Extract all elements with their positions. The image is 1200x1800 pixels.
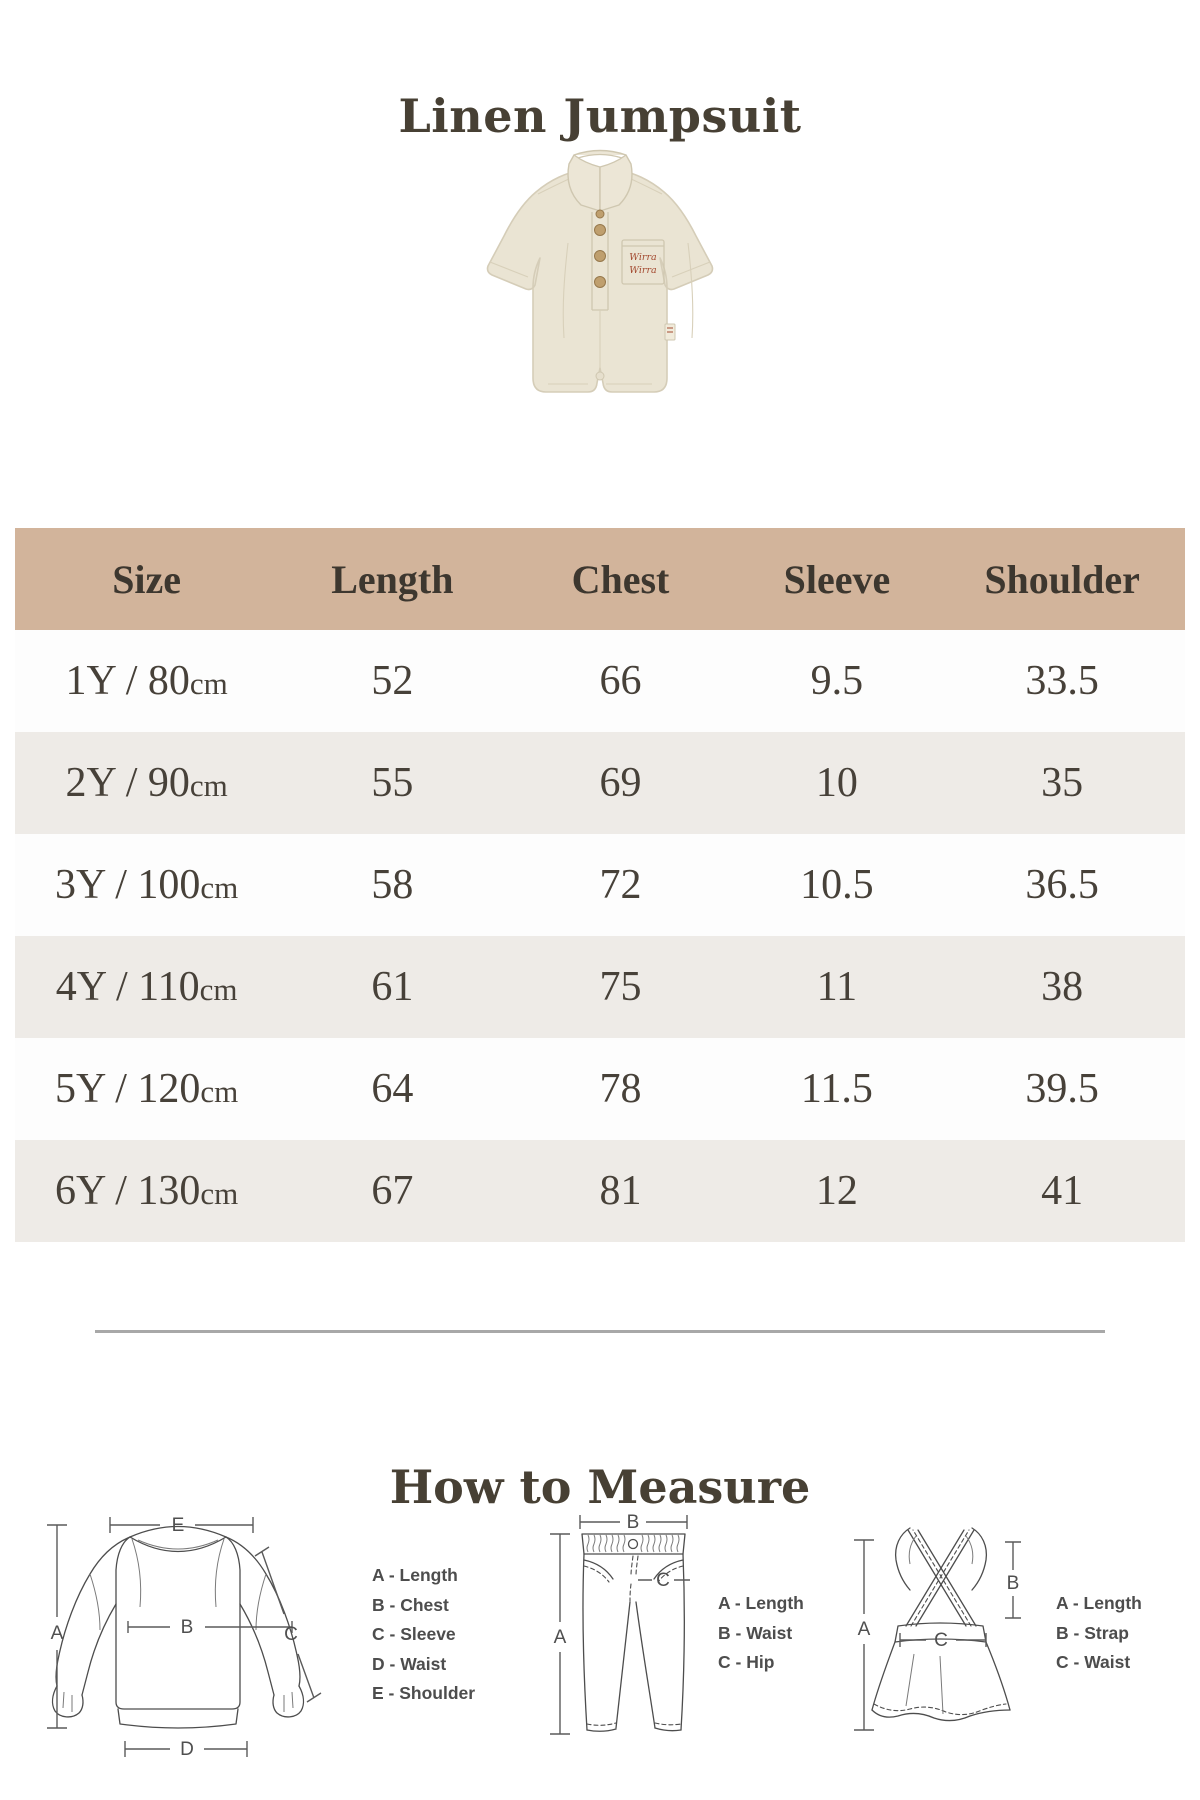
skirt-dress-diagram: A B C	[848, 1514, 1033, 1744]
chest-cell: 78	[599, 1066, 642, 1112]
column-header-length: Length	[331, 556, 454, 602]
mark-sleeve: C	[284, 1624, 298, 1645]
table-row: 2Y / 90cm 55 69 10 35	[15, 732, 1185, 834]
mark-shoulder: E	[172, 1515, 185, 1536]
legend-item: E - Shoulder	[372, 1683, 476, 1703]
button	[594, 250, 606, 262]
size-cell: 3Y / 100cm	[54, 862, 239, 908]
chest-cell: 72	[599, 862, 642, 908]
how-to-measure-title: How to Measure	[389, 1460, 811, 1515]
table-row: 4Y / 110cm 61 75 11 38	[15, 936, 1185, 1038]
button	[594, 224, 606, 236]
brand-embroidery-line2: Wirra	[629, 265, 657, 276]
table-row: 3Y / 100cm 58 72 10.5 36.5	[15, 834, 1185, 936]
legend-item: C - Waist	[1056, 1652, 1131, 1672]
skirt-legend: A - Length B - Strap C - Waist	[1056, 1589, 1142, 1678]
column-header-size: Size	[112, 556, 182, 602]
legend-item: B - Strap	[1056, 1622, 1129, 1643]
legend-item: A - Length	[1056, 1593, 1142, 1613]
legend-item: C - Hip	[718, 1652, 775, 1672]
size-cell: 4Y / 110cm	[55, 964, 238, 1010]
size-table-header: Size Length Chest Sleeve Shoulder	[15, 528, 1185, 630]
size-cell: 6Y / 130cm	[54, 1168, 239, 1214]
chest-pocket	[621, 239, 665, 285]
table-row: 5Y / 120cm 64 78 11.5 39.5	[15, 1038, 1185, 1140]
shoulder-cell: 39.5	[1025, 1066, 1099, 1112]
chest-cell: 75	[599, 964, 642, 1010]
chest-cell: 81	[599, 1168, 642, 1214]
shoulder-cell: 41	[1041, 1168, 1084, 1214]
size-cell: 2Y / 90cm	[65, 760, 228, 806]
product-photo-jumpsuit: Wirra Wirra	[470, 148, 730, 408]
legend-item: C - Sleeve	[372, 1624, 456, 1644]
side-tag-print	[667, 327, 673, 333]
mark-waist: D	[180, 1739, 194, 1760]
chest-cell: 69	[599, 760, 642, 806]
column-header-chest: Chest	[571, 556, 670, 602]
page-title: Linen Jumpsuit	[398, 88, 802, 143]
button	[595, 209, 605, 219]
sleeve-cell: 10.5	[800, 862, 874, 908]
legend-item: D - Waist	[372, 1653, 447, 1674]
sweatshirt-legend: A - Length B - Chest C - Sleeve D - Wais…	[372, 1561, 475, 1709]
shoulder-cell: 38	[1041, 964, 1084, 1010]
jumpsuit-illustration: Wirra Wirra	[486, 149, 714, 393]
sleeve-cell: 10	[815, 760, 858, 806]
table-row: 6Y / 130cm 67 81 12 41	[15, 1140, 1185, 1242]
length-cell: 52	[371, 658, 414, 704]
mark-waist: C	[934, 1630, 948, 1651]
size-table: Size Length Chest Sleeve Shoulder 1Y / 8…	[15, 528, 1185, 1242]
table-row: 1Y / 80cm 52 66 9.5 33.5	[15, 630, 1185, 732]
pants-legend: A - Length B - Waist C - Hip	[718, 1589, 804, 1678]
shoulder-cell: 33.5	[1025, 658, 1099, 704]
chest-cell: 66	[599, 658, 642, 704]
length-cell: 61	[371, 964, 414, 1010]
mark-length: A	[858, 1619, 871, 1640]
snap-button	[595, 371, 605, 381]
mark-waist: B	[627, 1514, 640, 1533]
legend-item: A - Length	[372, 1565, 458, 1585]
mark-chest: B	[181, 1617, 194, 1638]
mark-strap: B	[1007, 1573, 1020, 1594]
brand-embroidery-line1: Wirra	[629, 252, 657, 263]
sleeve-cell: 11.5	[800, 1066, 873, 1112]
section-divider	[95, 1330, 1105, 1333]
column-header-shoulder: Shoulder	[984, 556, 1140, 602]
legend-item: B - Waist	[718, 1622, 793, 1643]
shoulder-cell: 36.5	[1025, 862, 1099, 908]
sleeve-cell: 11	[816, 964, 858, 1010]
length-cell: 55	[371, 760, 414, 806]
sleeve-cell: 12	[815, 1168, 858, 1214]
mark-length: A	[554, 1627, 567, 1648]
size-cell: 1Y / 80cm	[65, 658, 228, 704]
shoulder-cell: 35	[1041, 760, 1084, 806]
button	[594, 276, 606, 288]
mark-hip: C	[656, 1570, 670, 1591]
length-cell: 67	[371, 1168, 414, 1214]
length-cell: 58	[371, 862, 414, 908]
length-cell: 64	[371, 1066, 414, 1112]
mark-length: A	[51, 1623, 64, 1644]
pants-diagram: B A C	[540, 1512, 705, 1754]
legend-item: A - Length	[718, 1593, 804, 1613]
sweatshirt-diagram: E A B C D	[20, 1512, 350, 1767]
legend-item: B - Chest	[372, 1594, 449, 1615]
sleeve-cell: 9.5	[810, 658, 864, 704]
size-cell: 5Y / 120cm	[54, 1066, 239, 1112]
column-header-sleeve: Sleeve	[783, 556, 891, 602]
